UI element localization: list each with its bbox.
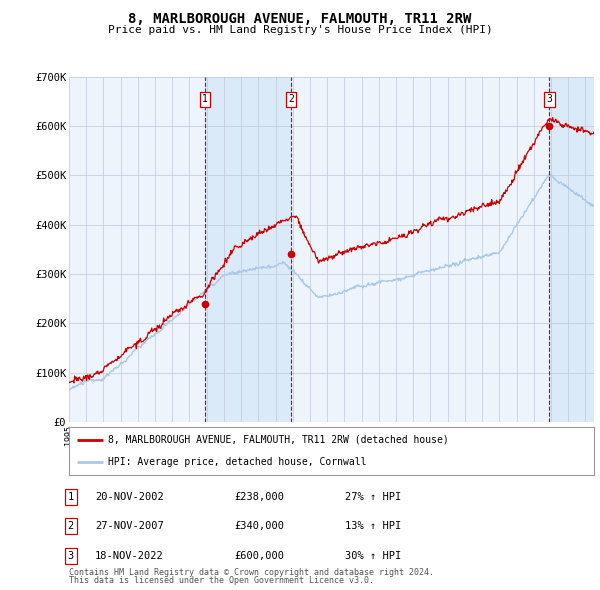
Text: 3: 3 xyxy=(547,94,552,104)
Text: Contains HM Land Registry data © Crown copyright and database right 2024.: Contains HM Land Registry data © Crown c… xyxy=(69,568,434,577)
Text: 8, MARLBOROUGH AVENUE, FALMOUTH, TR11 2RW: 8, MARLBOROUGH AVENUE, FALMOUTH, TR11 2R… xyxy=(128,12,472,26)
Bar xyxy=(205,77,291,422)
Bar xyxy=(549,77,594,422)
Text: HPI: Average price, detached house, Cornwall: HPI: Average price, detached house, Corn… xyxy=(109,457,367,467)
Text: 1: 1 xyxy=(68,492,74,502)
Text: This data is licensed under the Open Government Licence v3.0.: This data is licensed under the Open Gov… xyxy=(69,576,374,585)
Text: 20-NOV-2002: 20-NOV-2002 xyxy=(95,492,164,502)
Text: £340,000: £340,000 xyxy=(234,522,284,531)
Text: 27% ↑ HPI: 27% ↑ HPI xyxy=(345,492,401,502)
Text: 8, MARLBOROUGH AVENUE, FALMOUTH, TR11 2RW (detached house): 8, MARLBOROUGH AVENUE, FALMOUTH, TR11 2R… xyxy=(109,435,449,445)
Text: 30% ↑ HPI: 30% ↑ HPI xyxy=(345,551,401,560)
Text: £600,000: £600,000 xyxy=(234,551,284,560)
Text: 2: 2 xyxy=(68,522,74,531)
Text: 18-NOV-2022: 18-NOV-2022 xyxy=(95,551,164,560)
Text: 3: 3 xyxy=(68,551,74,560)
Text: Price paid vs. HM Land Registry's House Price Index (HPI): Price paid vs. HM Land Registry's House … xyxy=(107,25,493,35)
Text: 13% ↑ HPI: 13% ↑ HPI xyxy=(345,522,401,531)
Text: 27-NOV-2007: 27-NOV-2007 xyxy=(95,522,164,531)
Text: 2: 2 xyxy=(288,94,294,104)
Text: 1: 1 xyxy=(202,94,208,104)
Text: £238,000: £238,000 xyxy=(234,492,284,502)
